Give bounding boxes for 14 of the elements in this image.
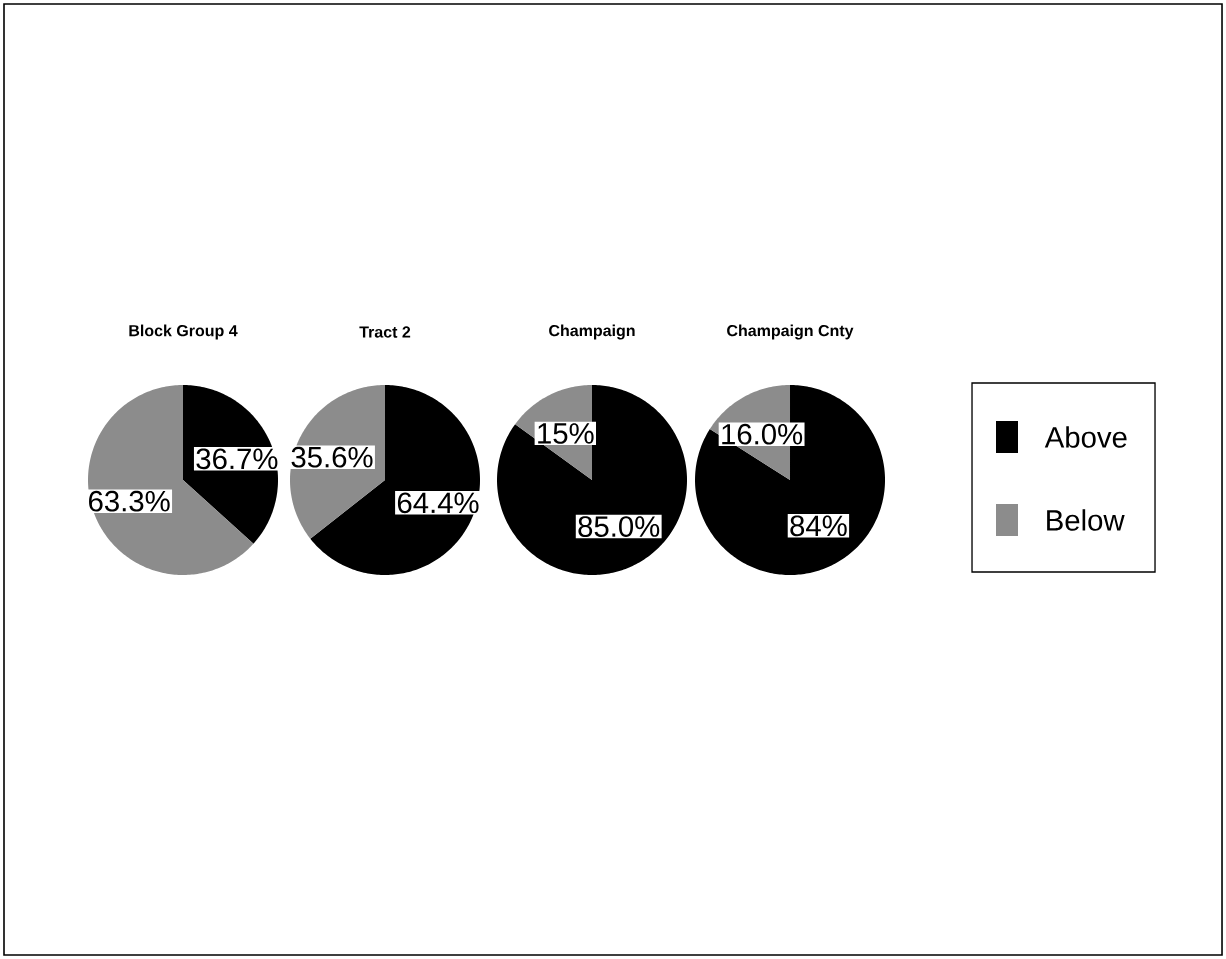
chart-title: Champaign xyxy=(549,324,635,340)
chart-title: Block Group 4 xyxy=(129,324,238,340)
data-label: 85.0% xyxy=(578,516,660,537)
data-label: 64.4% xyxy=(397,492,479,514)
chart-title: Tract 2 xyxy=(359,326,411,338)
legend-label: Below xyxy=(1047,509,1125,531)
chart-title: Champaign Cnty xyxy=(727,324,854,340)
data-label: 16.0% xyxy=(722,423,803,445)
data-label: 15% xyxy=(538,423,594,444)
data-label: 84% xyxy=(790,515,847,537)
data-label: 35.6% xyxy=(291,446,373,468)
legend-label: Above xyxy=(1044,426,1127,448)
data-label: 36.7% xyxy=(196,448,278,470)
data-label: 63.3% xyxy=(89,490,170,512)
